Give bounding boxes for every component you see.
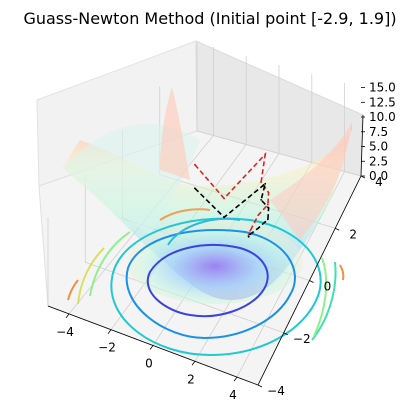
contour-level-6 xyxy=(77,247,105,305)
x-tick-4 xyxy=(233,376,238,382)
y-tick-label-1: −2 xyxy=(293,332,311,346)
z-tick-label-2: 5.0 xyxy=(369,140,388,154)
y-tick-2 xyxy=(309,280,314,283)
z-tick-label-6: 15.0 xyxy=(369,81,396,95)
path-0-point-0 xyxy=(193,163,196,166)
x-tick-2 xyxy=(149,345,154,350)
path-1-point-4 xyxy=(267,207,270,209)
z-axis-line xyxy=(360,114,364,177)
y-tick-label-3: 2 xyxy=(349,227,357,241)
path-1-point-9 xyxy=(247,235,250,238)
floor-contours xyxy=(67,208,345,357)
surface-front-peak xyxy=(160,87,190,180)
x-tick-label-2: 0 xyxy=(145,357,153,371)
path-1-point-5 xyxy=(266,218,269,221)
path-1-point-6 xyxy=(257,227,260,229)
z-tick-label-1: 2.5 xyxy=(369,154,388,168)
path-0-point-7 xyxy=(249,229,252,232)
x-tick-0 xyxy=(65,313,70,319)
contour-level-7 xyxy=(67,279,79,301)
path-1-point-1 xyxy=(223,216,225,219)
x-tick-1 xyxy=(107,329,112,334)
path-0-point-2 xyxy=(264,153,267,156)
contour-level-7-right xyxy=(339,264,345,281)
path-1-point-3 xyxy=(260,198,263,201)
y-tick-label-2: 0 xyxy=(324,280,332,294)
y-tick-label-0: −4 xyxy=(267,384,285,398)
y-tick-0 xyxy=(257,384,263,388)
path-0-point-3 xyxy=(260,181,263,184)
contour-level-1 xyxy=(146,244,269,318)
z-tick-label-5: 12.5 xyxy=(369,95,396,109)
z-tick-label-0: 0.0 xyxy=(369,169,388,183)
x-tick-label-4: 4 xyxy=(229,388,237,402)
chart-title: Guass-Newton Method (Initial point [-2.9… xyxy=(23,9,397,28)
x-tick-label-1: −2 xyxy=(98,341,116,355)
contour-level-4 xyxy=(311,261,337,341)
tick-marks xyxy=(65,87,366,388)
optimizer-paths xyxy=(193,151,270,238)
optimizer-path-0 xyxy=(194,151,270,236)
x-tick-label-3: 2 xyxy=(187,372,195,386)
path-0-point-1 xyxy=(223,197,225,200)
contour-level-3 xyxy=(110,217,322,357)
path-0-point-5 xyxy=(266,203,269,206)
y-tick-1 xyxy=(283,332,288,336)
y-tick-3 xyxy=(335,227,340,231)
path-0-point-4 xyxy=(267,191,270,194)
z-tick-label-4: 10.0 xyxy=(369,110,396,124)
contour-level-6-top xyxy=(159,208,211,221)
path-1-point-7 xyxy=(249,233,252,236)
contour-level-5 xyxy=(89,231,131,297)
path-1-point-2 xyxy=(264,182,267,185)
y-tick-label-4: 4 xyxy=(375,175,383,189)
path-0-point-6 xyxy=(257,214,260,217)
surface-right-peak xyxy=(270,122,352,240)
contour-level-3-top xyxy=(167,217,241,246)
z-tick-label-3: 7.5 xyxy=(369,125,388,139)
x-tick-label-0: −4 xyxy=(56,325,74,339)
path-1-point-0 xyxy=(193,187,196,190)
x-tick-3 xyxy=(191,361,196,366)
contour-level-5-right xyxy=(313,257,328,337)
contour-level-2 xyxy=(125,229,296,340)
